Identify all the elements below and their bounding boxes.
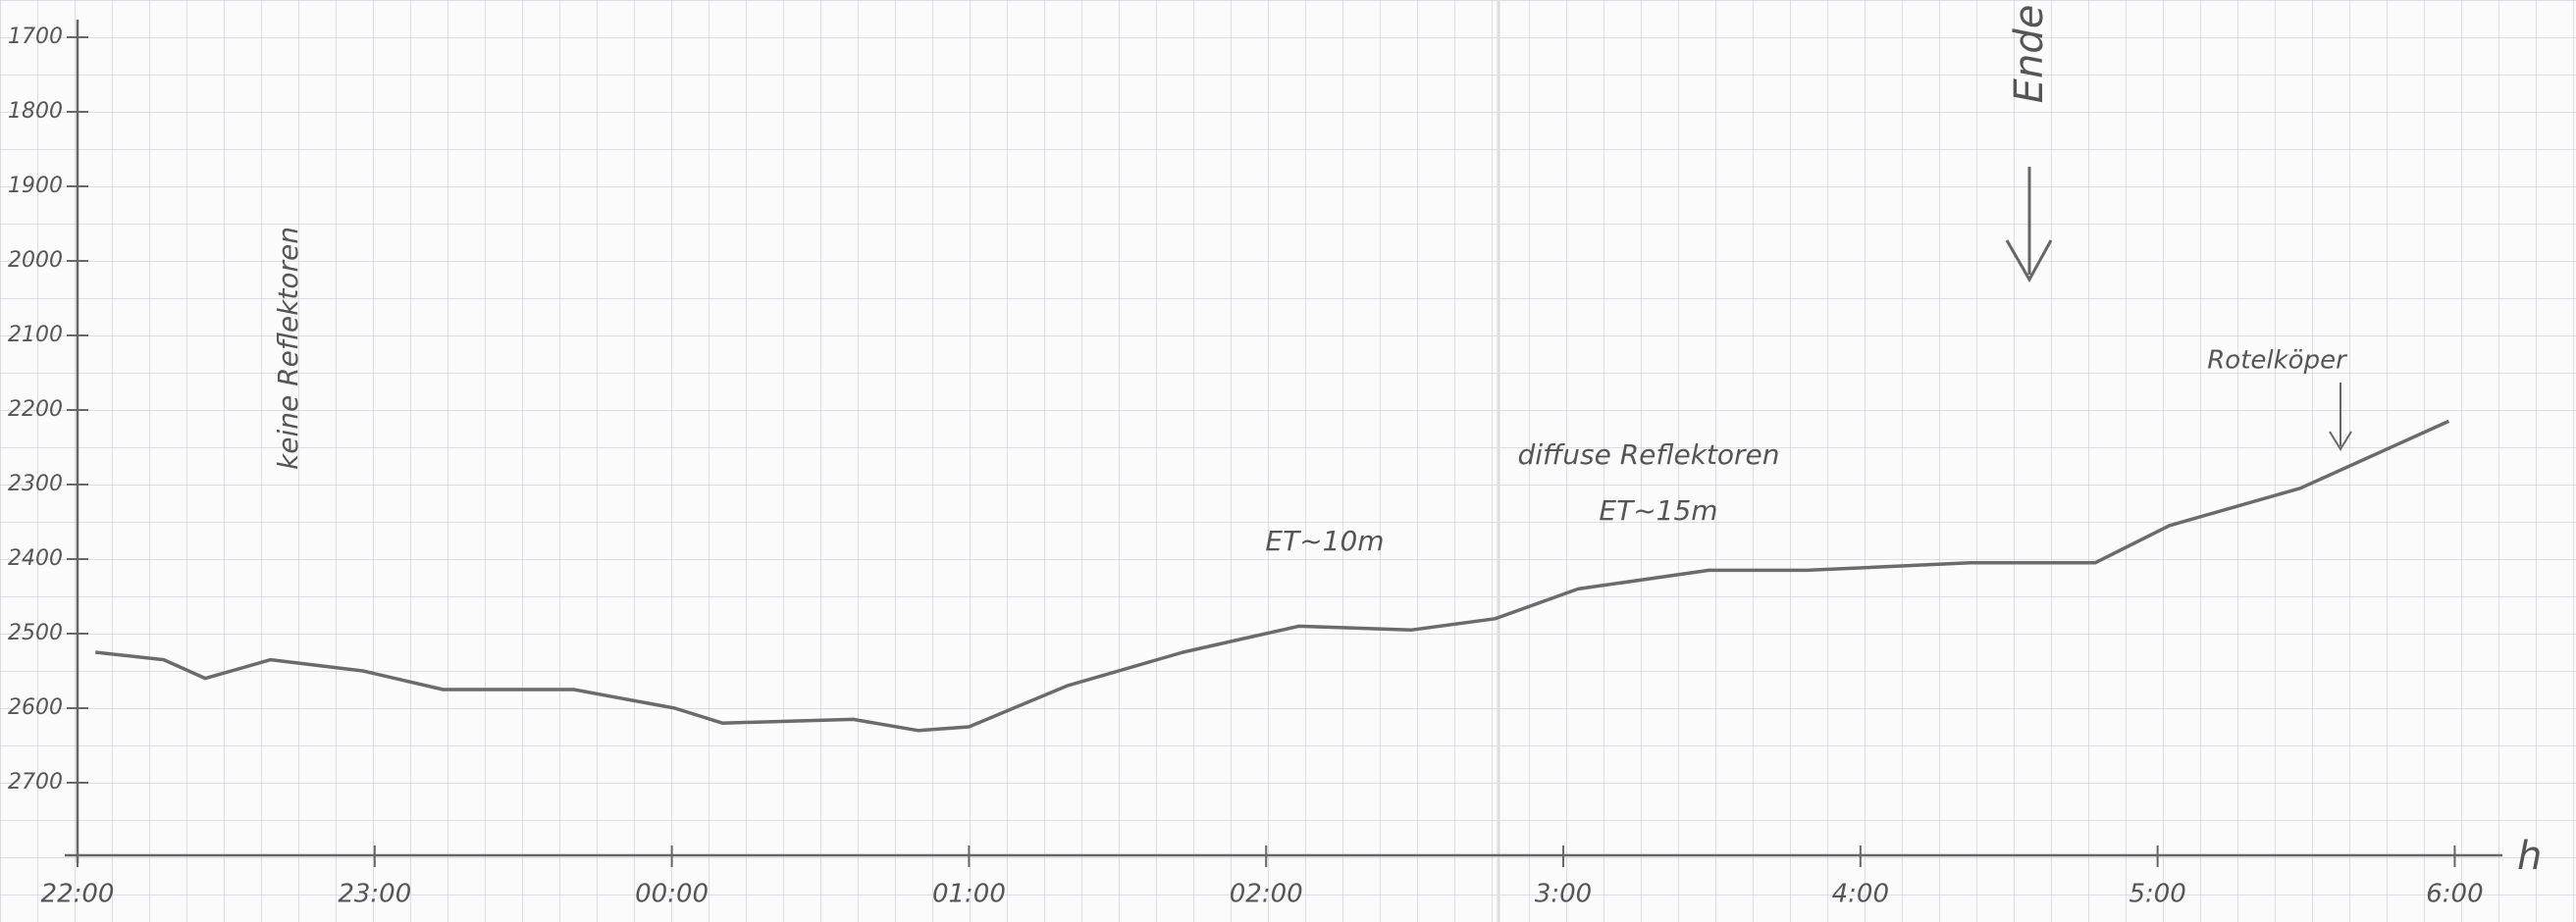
y-tick-label: 2400 [8, 546, 63, 571]
y-tick-label: 2000 [8, 248, 63, 273]
annotation: ET~10m [1265, 525, 1384, 557]
x-tick-label: 02:00 [1230, 880, 1303, 909]
y-tick-label: 2100 [8, 323, 63, 347]
x-tick-label: 3:00 [1535, 880, 1592, 909]
x-tick-label: 5:00 [2129, 880, 2185, 909]
y-tick-label: 1800 [8, 99, 63, 124]
end-arrow [2005, 167, 2053, 283]
y-tick-label: 2500 [8, 621, 63, 645]
annotation: keine Reflektoren [272, 227, 304, 470]
annotation: diffuse Reflektoren [1517, 438, 1779, 471]
x-axis-label: h [2517, 834, 2542, 879]
arrow [2329, 383, 2352, 451]
x-tick-label: 00:00 [635, 880, 709, 909]
y-tick-label: 2200 [8, 397, 63, 422]
y-tick-label: 1700 [8, 25, 63, 49]
x-tick-label: 4:00 [1832, 880, 1889, 909]
x-tick-label: 6:00 [2426, 880, 2483, 909]
series-line [95, 419, 2450, 733]
x-tick-label: 23:00 [338, 880, 411, 909]
y-tick-label: 1900 [8, 174, 63, 198]
x-tick-label: 22:00 [41, 880, 115, 909]
annotation: Ende [2007, 5, 2052, 104]
y-tick-label: 2600 [8, 695, 63, 720]
annotation: ET~15m [1599, 494, 1717, 527]
x-tick-label: 01:00 [932, 880, 1006, 909]
y-tick-label: 2700 [8, 770, 63, 794]
y-tick-label: 2300 [8, 472, 63, 496]
annotation: Rotelköper [2207, 346, 2348, 376]
